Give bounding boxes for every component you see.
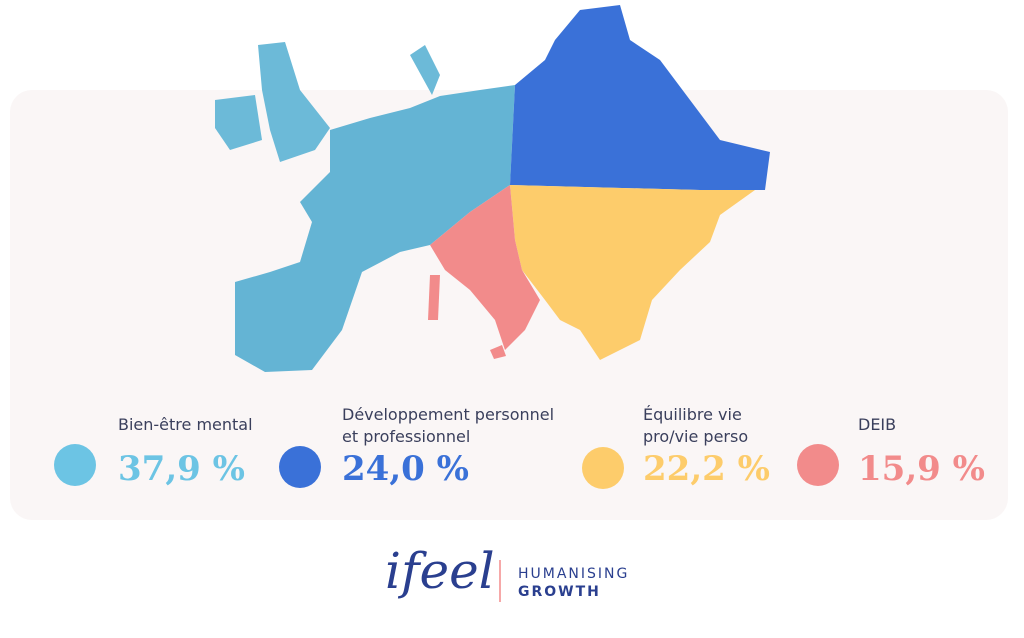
stat-label: DEIB [858,415,896,434]
icon-development [279,446,321,488]
logo-brand: ifeel [385,542,495,600]
stat-value: 22,2 % [643,449,770,489]
stat-label: Bien-être mental [118,415,253,434]
stat-value: 37,9 % [118,449,245,489]
logo-tagline: HUMANISING [518,566,629,582]
map-region [510,185,755,360]
icon-balance [582,447,624,489]
stat-label: Équilibre vie [643,405,742,424]
stat-label: Développement personnel [342,405,554,424]
map-region [428,275,440,320]
map-region [235,85,515,372]
map [215,5,770,372]
stat-label: pro/vie perso [643,427,748,446]
map-region [490,345,506,359]
stat-value: 15,9 % [858,449,985,489]
stat-label: et professionnel [342,427,470,446]
map-region [430,185,540,350]
map-region [215,95,262,150]
icon-mental [54,444,96,486]
stat-value: 24,0 % [342,449,469,489]
map-region [258,42,330,162]
map-region [510,5,770,190]
icon-deib [797,444,839,486]
logo-tagline: GROWTH [518,584,601,600]
map-region [410,45,440,95]
